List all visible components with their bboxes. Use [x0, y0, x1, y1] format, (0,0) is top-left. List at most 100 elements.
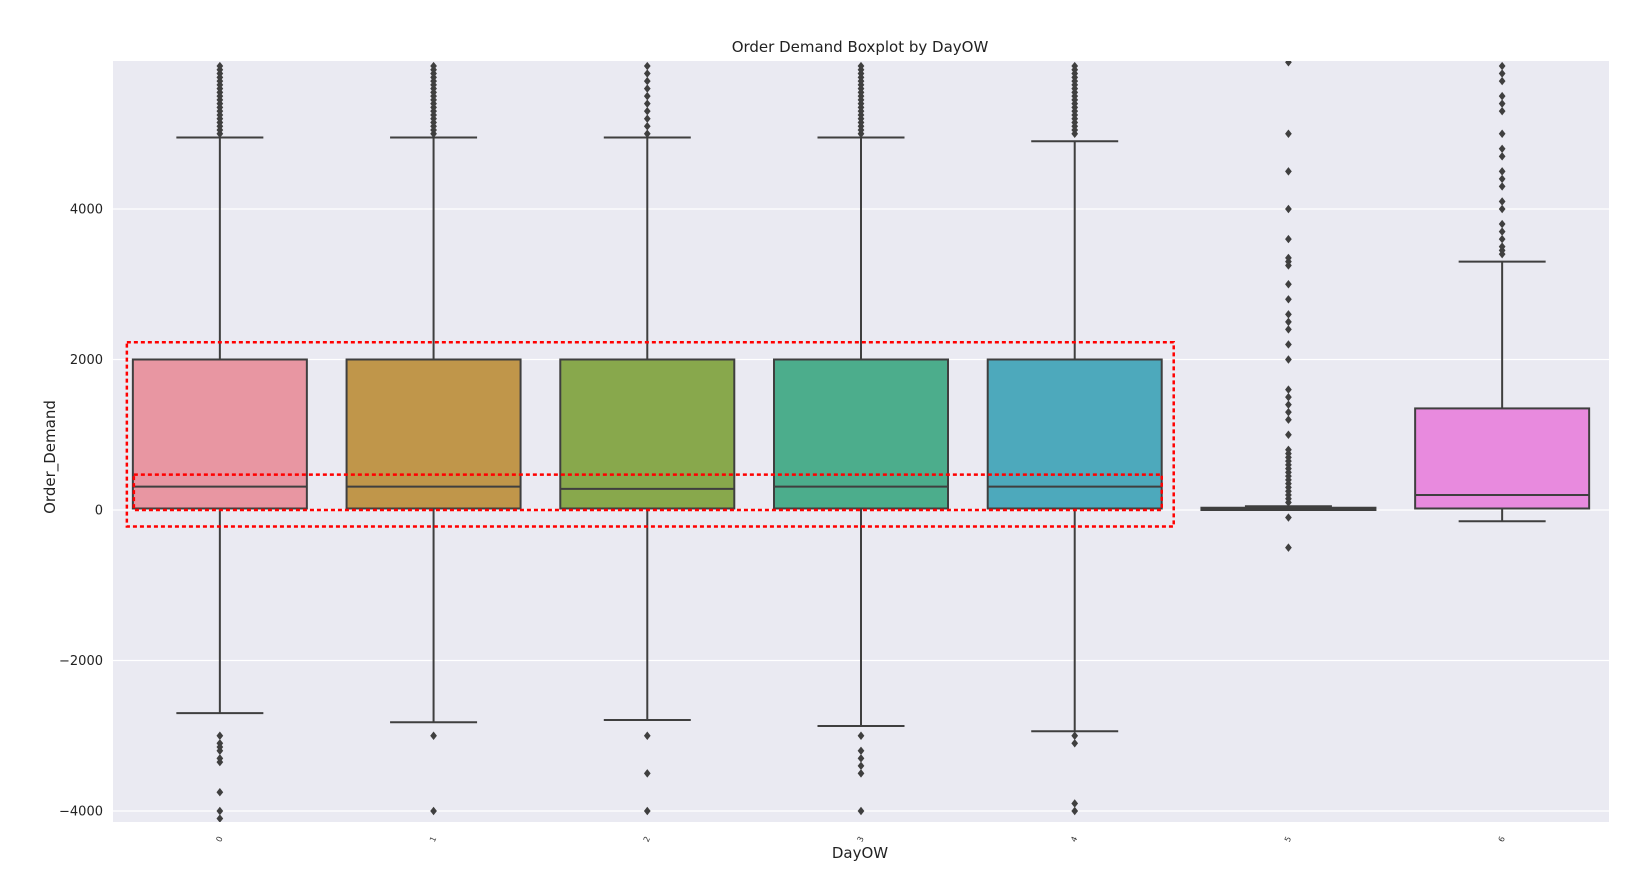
outlier-point: [643, 84, 651, 93]
outlier-point: [1285, 295, 1292, 304]
highlight-box-median: [132, 473, 1163, 512]
outlier-point: [1498, 91, 1506, 101]
outlier-point: [430, 731, 437, 740]
outlier-point: [1285, 430, 1292, 439]
outlier-point: [1071, 739, 1079, 748]
outlier-point: [1498, 242, 1506, 251]
iqr-box: [559, 358, 736, 510]
outlier-point: [1285, 204, 1292, 214]
outlier-point: [643, 731, 651, 740]
iqr-box: [773, 358, 949, 510]
outlier-point: [1285, 325, 1292, 334]
outlier-point: [1285, 445, 1292, 454]
outlier-point: [216, 757, 224, 767]
outlier-point: [643, 114, 651, 123]
box-day-4: [986, 61, 1163, 816]
outlier-point: [643, 106, 651, 116]
outlier-point: [1498, 234, 1506, 244]
y-tick-label: 2000: [70, 353, 103, 368]
outlier-point: [1071, 806, 1079, 816]
outlier-point: [216, 61, 224, 71]
outlier-point: [1498, 174, 1506, 184]
outlier-point: [1498, 167, 1506, 176]
outlier-point: [1285, 407, 1292, 417]
outlier-point: [857, 769, 865, 778]
outlier-point: [857, 754, 865, 763]
outlier-point: [857, 61, 865, 71]
iqr-box: [986, 358, 1163, 510]
outlier-point: [643, 69, 651, 78]
y-tick-label: −4000: [59, 805, 103, 820]
x-tick-label: 5: [1283, 835, 1293, 843]
outlier-point: [1498, 76, 1506, 86]
outlier-point: [1498, 69, 1506, 78]
outlier-point: [1498, 197, 1506, 206]
boxes-layer: [131, 61, 1591, 822]
outlier-point: [1285, 129, 1292, 138]
outlier-point: [1285, 392, 1292, 402]
outlier-point: [1285, 513, 1292, 522]
outlier-point: [643, 129, 651, 138]
outlier-point: [216, 806, 224, 816]
outlier-point: [1498, 152, 1506, 161]
outlier-point: [643, 99, 651, 108]
box-day-3: [773, 61, 949, 816]
y-tick-label: −2000: [59, 654, 103, 669]
outlier-point: [1285, 415, 1292, 424]
outlier-point: [643, 806, 651, 816]
outlier-point: [1285, 385, 1292, 394]
outlier-point: [1285, 317, 1292, 327]
y-tick-label: 0: [95, 504, 103, 519]
box-day-6: [1414, 61, 1591, 523]
outlier-point: [1071, 61, 1079, 71]
outlier-point: [1498, 99, 1506, 108]
outlier-point: [1285, 253, 1292, 263]
outlier-point: [1071, 731, 1079, 740]
x-tick-label: 0: [214, 835, 224, 843]
y-tick-label: 4000: [70, 203, 103, 218]
chart-title: Order Demand Boxplot by DayOW: [732, 38, 989, 56]
box-day-5: [1200, 61, 1377, 552]
outlier-point: [643, 769, 651, 778]
plot-area: −4000 −2000 0 2000 4000 0 1 2 3 4 5 6: [59, 61, 1609, 843]
x-tick-label: 6: [1497, 835, 1507, 843]
box-day-1: [345, 61, 522, 816]
outlier-point: [857, 746, 865, 755]
x-tick-label: 4: [1069, 835, 1079, 843]
outlier-point: [1285, 280, 1292, 289]
outlier-point: [1285, 355, 1292, 364]
outlier-point: [1498, 204, 1506, 214]
outlier-point: [1285, 400, 1292, 409]
outlier-point: [1498, 129, 1506, 138]
x-axis-label: DayOW: [832, 844, 888, 862]
outlier-point: [643, 122, 651, 131]
outlier-point: [430, 61, 437, 71]
iqr-box: [131, 358, 308, 510]
outlier-point: [216, 787, 224, 797]
outlier-point: [1285, 167, 1292, 176]
outlier-point: [643, 76, 651, 86]
box-day-2: [559, 61, 736, 816]
x-tick-label: 2: [642, 835, 652, 843]
iqr-box: [345, 358, 522, 510]
annotation-layer: [125, 340, 1175, 528]
x-tick-label: 1: [428, 835, 438, 843]
outlier-point: [1285, 310, 1292, 319]
outlier-point: [857, 806, 865, 816]
outlier-point: [1498, 61, 1506, 71]
outlier-point: [1498, 106, 1506, 116]
outlier-point: [643, 91, 651, 101]
outlier-point: [1498, 144, 1506, 153]
outlier-point: [1285, 340, 1292, 349]
iqr-box: [1414, 407, 1591, 510]
outlier-point: [1498, 182, 1506, 191]
outlier-point: [1285, 61, 1292, 67]
y-axis-label: Order_Demand: [41, 400, 60, 514]
outlier-point: [1285, 543, 1292, 552]
outlier-point: [643, 61, 651, 71]
outlier-point: [857, 761, 865, 771]
outlier-point: [1498, 219, 1506, 229]
outlier-point: [1071, 799, 1079, 808]
outlier-point: [216, 814, 224, 822]
